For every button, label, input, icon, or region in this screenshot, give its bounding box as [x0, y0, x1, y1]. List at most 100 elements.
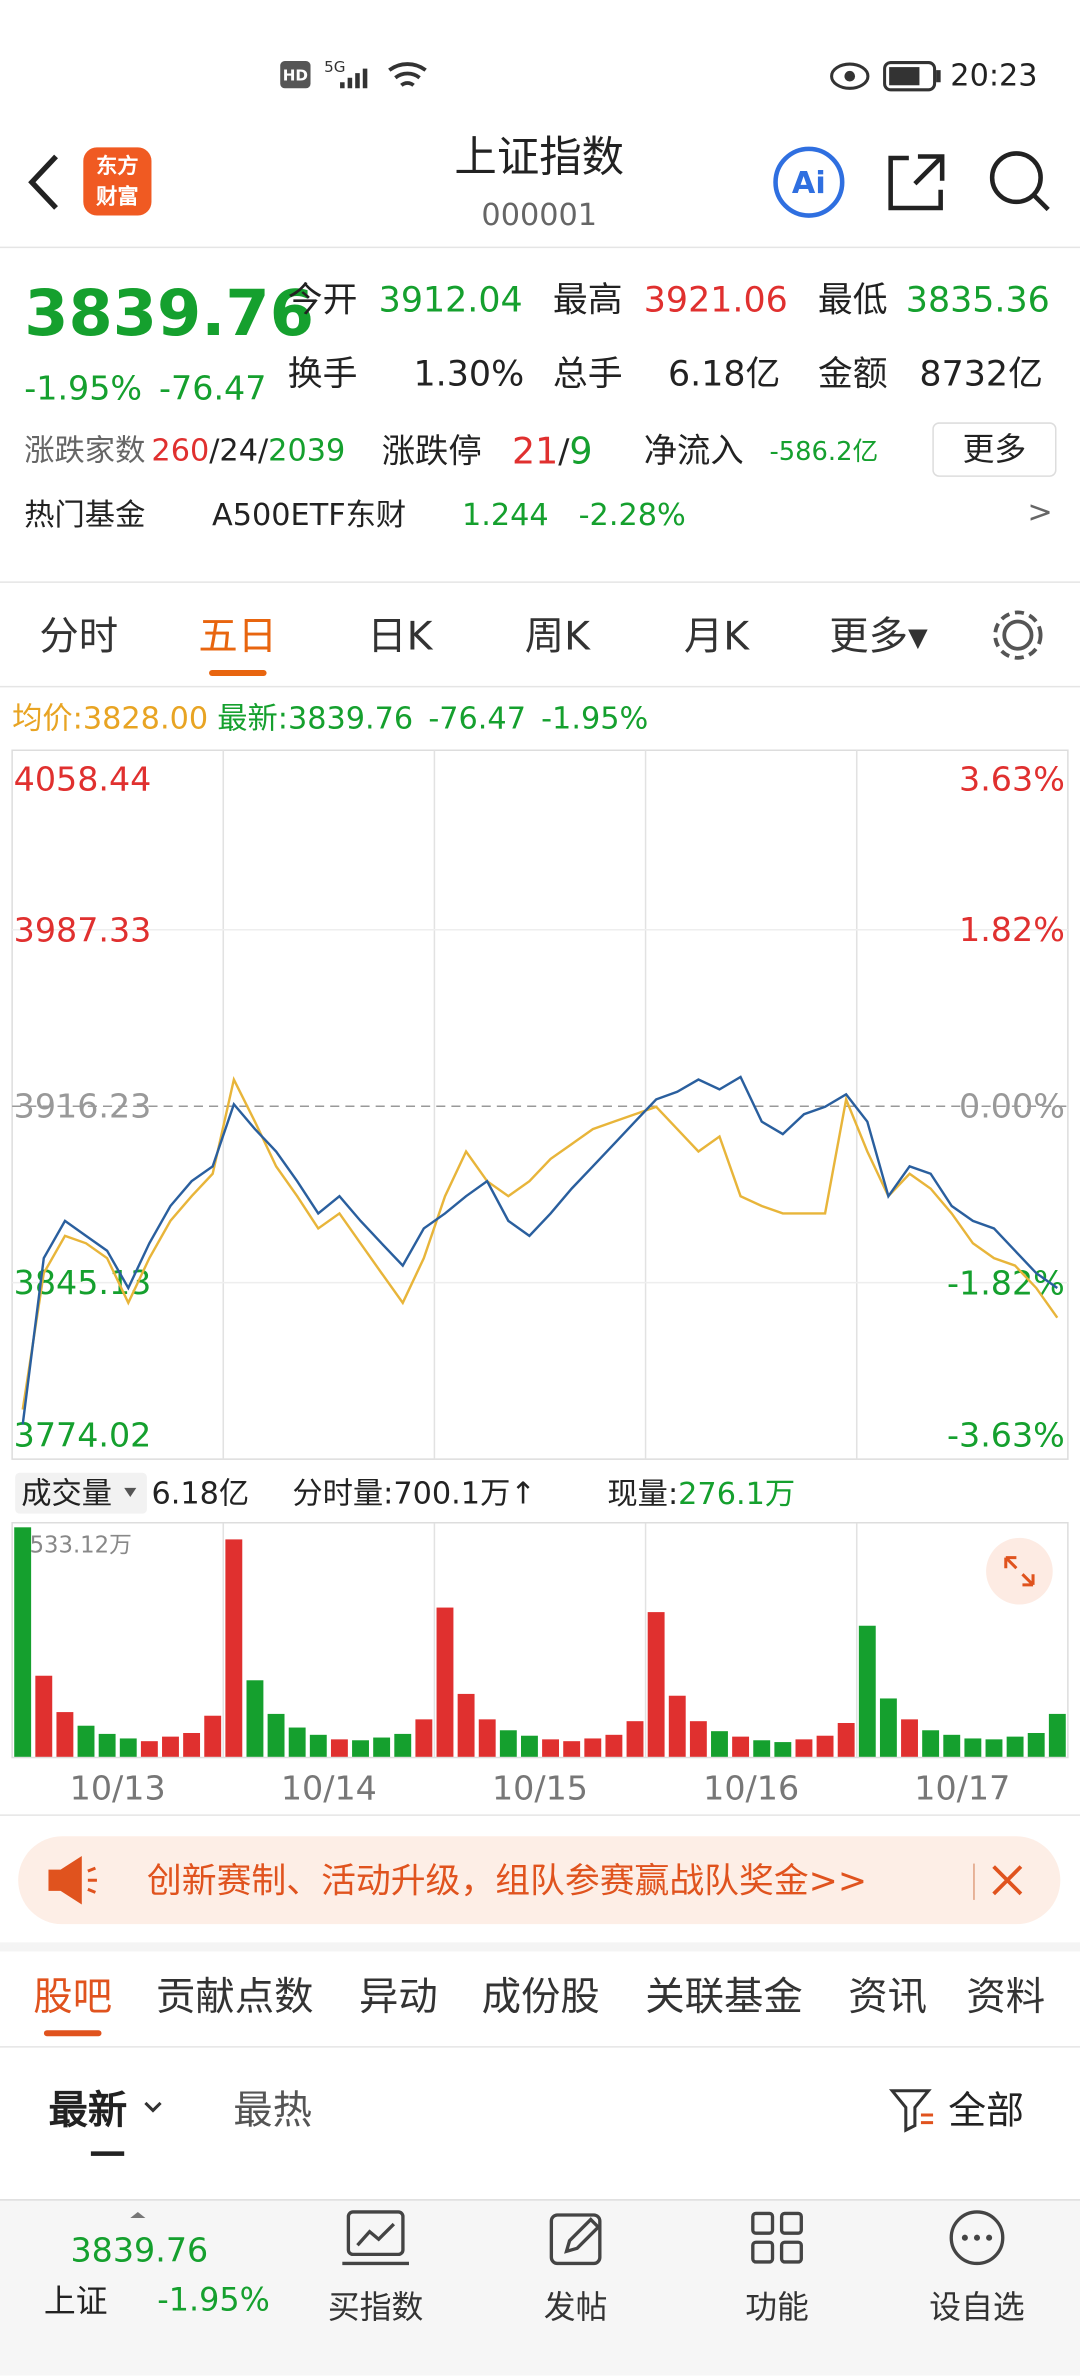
stock-code: 000001 — [481, 198, 597, 233]
tab[interactable]: 周K — [525, 614, 591, 660]
app-logo — [83, 147, 152, 216]
volume-bar — [56, 1712, 74, 1758]
filter-all[interactable]: 全部 — [948, 2088, 1024, 2132]
field-value: 3912.04 — [379, 280, 523, 320]
y2-tick-label: -1.82% — [947, 1264, 1065, 1303]
filter-indicator — [90, 2151, 125, 2156]
logo-text: 财富 — [96, 183, 138, 208]
field-label: 最高 — [553, 280, 623, 320]
volume-bar — [901, 1719, 918, 1758]
ai-label: Ai — [792, 166, 826, 201]
back-button[interactable] — [28, 154, 58, 210]
volume-bar — [457, 1693, 475, 1758]
tab[interactable]: 更多▾ — [829, 614, 928, 660]
volume-bar — [77, 1725, 95, 1758]
volume-bar — [1006, 1736, 1024, 1758]
volume-bar — [1048, 1713, 1066, 1758]
sub-tab[interactable]: 成份股 — [482, 1974, 600, 2020]
volume-bar — [732, 1736, 750, 1758]
fund-name: A500ETF东财 — [212, 498, 406, 533]
filter-latest[interactable]: 最新 — [48, 2087, 127, 2133]
sub-tab[interactable]: 异动 — [359, 1974, 438, 2020]
ai-button[interactable] — [773, 146, 845, 218]
volume-bar — [225, 1539, 243, 1758]
sub-tab[interactable]: 关联基金 — [645, 1974, 803, 2020]
fund-label: 热门基金 — [24, 498, 145, 533]
volume-bar — [415, 1719, 433, 1758]
settings-button[interactable] — [1002, 619, 1034, 651]
banner-text: 创新赛制、活动升级，组队参赛赢战队奖金>> — [147, 1862, 867, 1902]
filter-hot[interactable]: 最热 — [233, 2087, 312, 2133]
y-tick-label: 4058.44 — [14, 760, 152, 799]
breadth-up: 260 — [151, 433, 209, 468]
avg-line — [21, 1075, 1059, 1410]
sub-tab[interactable]: 资料 — [966, 1974, 1045, 2020]
volume-bar — [858, 1625, 876, 1758]
tab[interactable]: 日K — [367, 614, 433, 660]
field-label: 金额 — [818, 355, 888, 395]
volume-bar — [711, 1731, 728, 1758]
share-button[interactable] — [888, 154, 945, 211]
bottom-item[interactable]: 设自选 — [929, 2289, 1024, 2326]
field-label: 换手 — [288, 355, 358, 395]
more-button[interactable] — [932, 422, 1057, 477]
bottom-item[interactable]: 功能 — [745, 2289, 809, 2326]
limit-label: 涨跌停 — [382, 431, 482, 470]
search-button[interactable] — [989, 151, 1043, 205]
volume-total: 6.18亿 — [151, 1476, 249, 1511]
field-value: 6.18亿 — [668, 355, 780, 395]
tab[interactable]: 月K — [684, 614, 750, 660]
info-line: 均价:3828.00 最新:3839.76 -76.47 -1.95% — [12, 701, 648, 736]
volume-bar — [394, 1733, 412, 1758]
signal-icon — [340, 68, 368, 89]
volume-bar — [943, 1734, 961, 1758]
volume-bar — [204, 1715, 222, 1758]
avg-label: 均价: — [12, 701, 83, 736]
avg: 3828.00 — [83, 701, 208, 736]
inflow-label: 净流入 — [644, 431, 744, 470]
tick-volume: 分时量:700.1万↑ — [292, 1476, 535, 1511]
y2-tick-label: 0.00% — [959, 1087, 1065, 1126]
info-pct: -1.95% — [541, 701, 648, 736]
bottom-name: 上证 — [44, 2283, 108, 2320]
now-volume-value: 276.1万 — [678, 1476, 795, 1511]
sub-tab[interactable]: 股吧 — [33, 1974, 112, 2020]
banner[interactable] — [18, 1836, 1061, 1925]
last-label: 最新: — [217, 701, 288, 736]
volume-bar — [35, 1675, 53, 1758]
filter-icon — [888, 2089, 932, 2133]
limit: 涨跌停 21/9 — [382, 429, 593, 472]
bottom-item[interactable]: 买指数 — [328, 2289, 423, 2326]
volume-bar — [879, 1698, 897, 1758]
volume-bar — [816, 1735, 834, 1758]
x-tick-label: 10/17 — [914, 1768, 1010, 1807]
tab[interactable]: 五日 — [198, 614, 277, 660]
volume-selector[interactable] — [15, 1472, 147, 1514]
breadth-label: 涨跌家数 — [24, 433, 145, 468]
close-banner[interactable] — [992, 1865, 1023, 1896]
watch-icon — [949, 2210, 1005, 2266]
sub-tab[interactable]: 贡献点数 — [156, 1974, 314, 2020]
volume-bar — [964, 1738, 982, 1758]
buy-icon — [346, 2210, 405, 2257]
volume-bar — [1027, 1732, 1045, 1758]
volume-bar — [309, 1734, 327, 1758]
x-tick-label: 10/16 — [703, 1768, 799, 1807]
more-label: 更多 — [963, 431, 1027, 468]
volume-plot — [11, 1521, 1069, 1759]
network: 5G — [324, 58, 345, 76]
volume-bar — [499, 1730, 517, 1758]
tab[interactable]: 分时 — [39, 614, 118, 660]
volume-bar — [520, 1735, 538, 1758]
expand-button[interactable] — [986, 1537, 1053, 1605]
info-change: -76.47 — [428, 701, 526, 736]
sub-tab[interactable]: 资讯 — [848, 1974, 927, 2020]
now-volume-label: 现量: — [607, 1476, 678, 1511]
volume-bar — [985, 1739, 1003, 1758]
bottom-item[interactable]: 发帖 — [544, 2289, 608, 2326]
volume-bar — [668, 1695, 686, 1758]
field-label: 今开 — [288, 280, 358, 320]
volume-label: 成交量 — [21, 1476, 112, 1511]
bottom-price: 3839.76 — [70, 2230, 208, 2269]
